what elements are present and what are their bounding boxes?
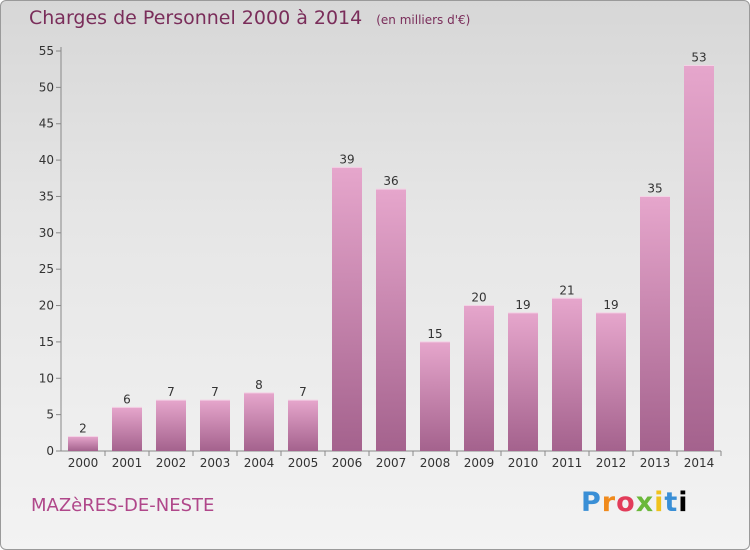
bar xyxy=(156,400,186,451)
bar xyxy=(552,298,582,451)
x-tick-label: 2008 xyxy=(420,456,451,470)
x-tick-label: 2007 xyxy=(376,456,407,470)
x-tick-label: 2012 xyxy=(596,456,627,470)
bar-value-label: 36 xyxy=(383,174,398,188)
x-tick-label: 2003 xyxy=(200,456,231,470)
place-name: MAZèRES-DE-NESTE xyxy=(31,495,215,516)
y-tick-label: 30 xyxy=(39,226,54,240)
x-tick-label: 2001 xyxy=(112,456,143,470)
bar xyxy=(640,196,670,451)
bar xyxy=(508,312,538,451)
y-tick-label: 10 xyxy=(39,371,54,385)
bar xyxy=(288,400,318,451)
y-tick-label: 50 xyxy=(39,80,54,94)
x-tick-label: 2011 xyxy=(552,456,583,470)
y-tick-label: 45 xyxy=(39,117,54,131)
y-tick-label: 55 xyxy=(39,44,54,58)
y-tick-label: 5 xyxy=(46,408,54,422)
y-tick-label: 15 xyxy=(39,335,54,349)
chart-title: Charges de Personnel 2000 à 2014 (en mill… xyxy=(29,7,470,29)
bar xyxy=(596,312,626,451)
x-tick-label: 2009 xyxy=(464,456,495,470)
y-tick-label: 40 xyxy=(39,153,54,167)
y-tick-label: 20 xyxy=(39,299,54,313)
bar-value-label: 6 xyxy=(123,392,131,406)
bar-value-label: 19 xyxy=(603,298,618,312)
bar xyxy=(244,392,274,451)
x-tick-label: 2005 xyxy=(288,456,319,470)
bar-value-label: 7 xyxy=(211,385,219,399)
y-tick-label: 25 xyxy=(39,262,54,276)
x-tick-label: 2000 xyxy=(68,456,99,470)
proxiti-logo: Proxiti xyxy=(581,487,689,518)
y-tick-label: 0 xyxy=(46,444,54,458)
bar-value-label: 53 xyxy=(691,51,706,65)
x-tick-label: 2010 xyxy=(508,456,539,470)
bar-value-label: 7 xyxy=(299,385,307,399)
bar xyxy=(376,189,406,451)
chart-data-labels: 2 6 7 7 8 7 39 36 15 20 19 21 19 35 53 xyxy=(79,51,706,436)
bar xyxy=(420,341,450,451)
bar xyxy=(200,400,230,451)
bar-value-label: 21 xyxy=(559,283,574,297)
x-tick-label: 2006 xyxy=(332,456,363,470)
chart-title-main: Charges de Personnel 2000 à 2014 xyxy=(29,7,363,29)
bar xyxy=(68,436,98,451)
bar xyxy=(332,167,362,451)
bar-value-label: 35 xyxy=(647,181,662,195)
bar xyxy=(684,65,714,451)
chart-title-unit: (en milliers d'€) xyxy=(376,13,471,27)
bar-value-label: 20 xyxy=(471,291,486,305)
bar-value-label: 7 xyxy=(167,385,175,399)
bar xyxy=(112,407,142,451)
bar-value-label: 8 xyxy=(255,378,263,392)
bar xyxy=(464,305,494,451)
bar-value-label: 39 xyxy=(339,152,354,166)
y-tick-label: 35 xyxy=(39,189,54,203)
bar-value-label: 19 xyxy=(515,298,530,312)
x-tick-label: 2004 xyxy=(244,456,275,470)
x-tick-label: 2013 xyxy=(640,456,671,470)
chart-bars xyxy=(68,65,714,451)
bar-value-label: 2 xyxy=(79,421,87,435)
bar-value-label: 15 xyxy=(427,327,442,341)
x-tick-label: 2014 xyxy=(684,456,715,470)
x-tick-label: 2002 xyxy=(156,456,187,470)
